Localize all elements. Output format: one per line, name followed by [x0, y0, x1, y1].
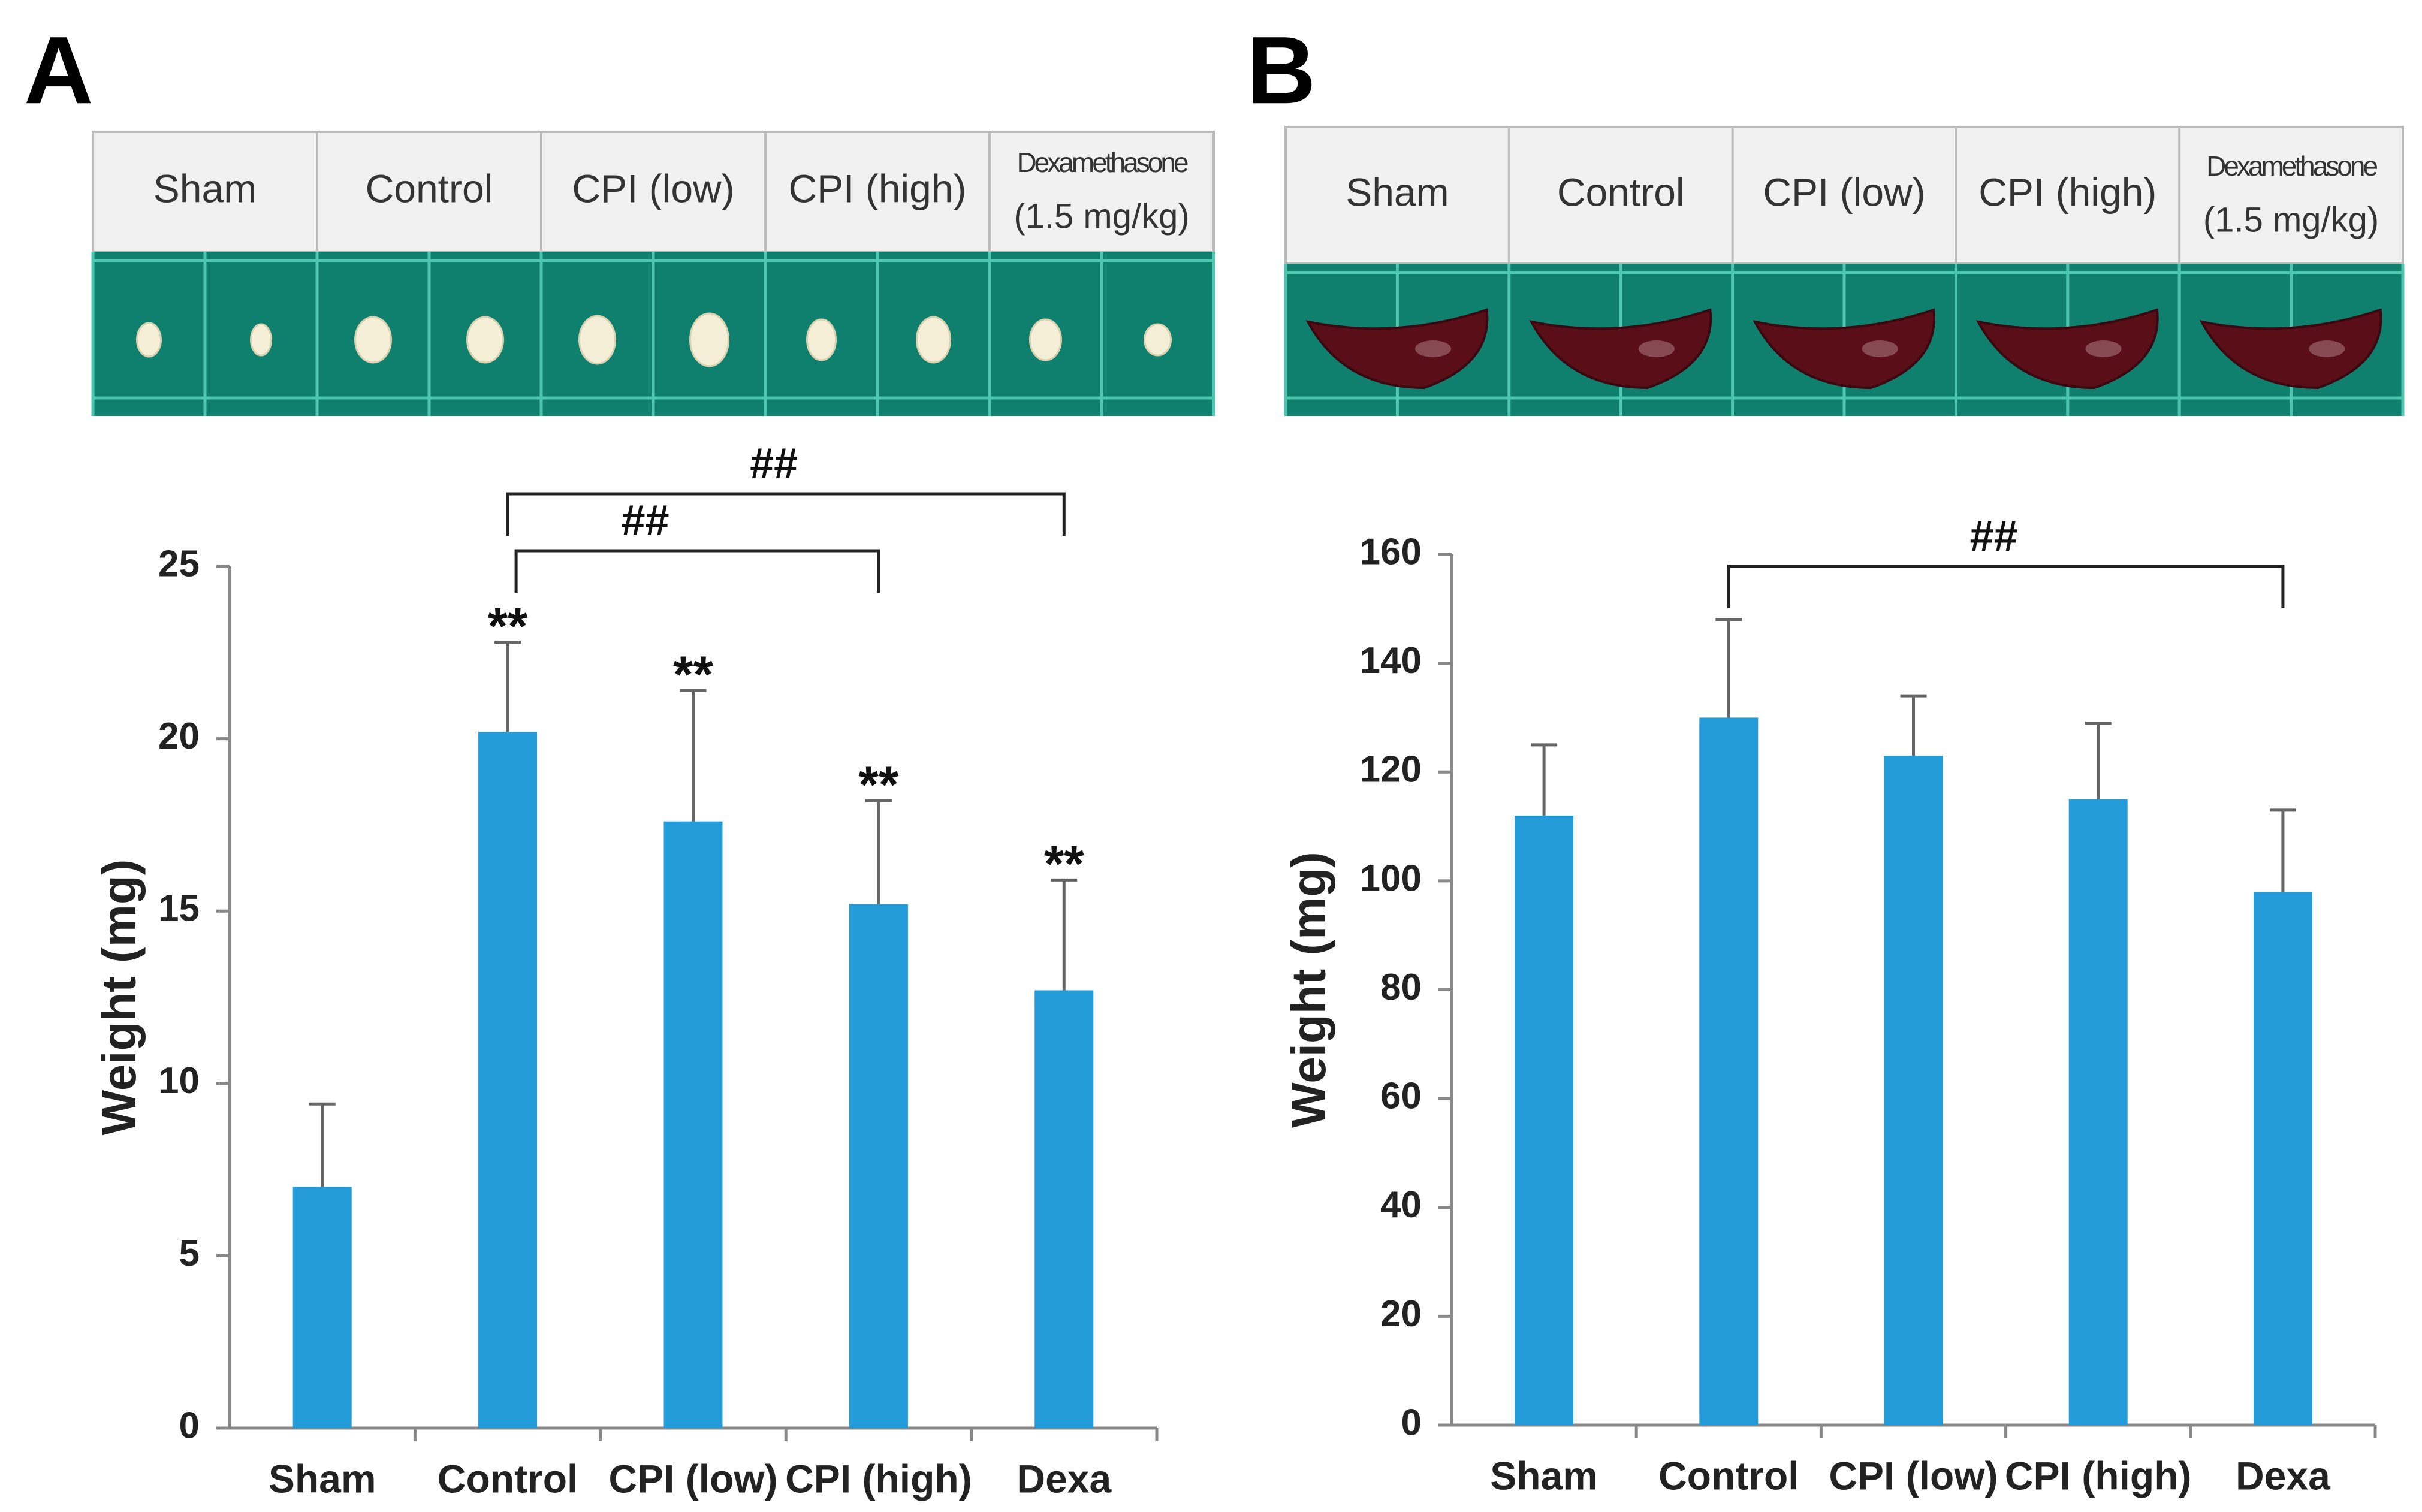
y-tick-label: 25	[158, 543, 200, 584]
panel-label: A	[24, 16, 93, 123]
spleen	[2199, 308, 2382, 390]
x-tick-label: Control	[438, 1456, 578, 1501]
x-tick-label: CPI (low)	[1829, 1453, 1998, 1498]
comparison-label: ##	[1970, 512, 2018, 560]
y-tick-label: 0	[179, 1405, 200, 1446]
comparison-label: ##	[621, 497, 669, 545]
y-tick-label: 100	[1360, 858, 1422, 899]
x-tick-label: Dexa	[2236, 1453, 2331, 1498]
photo-label: Sham	[1346, 170, 1449, 214]
comparison-bracket	[514, 549, 880, 593]
photo-label: Dexamethasone	[1017, 147, 1188, 178]
x-tick-label: Sham	[1490, 1453, 1598, 1498]
significance-mark: **	[488, 597, 528, 655]
error-bar	[1051, 878, 1078, 991]
y-tick-label: 60	[1380, 1076, 1422, 1117]
y-tick-label: 5	[179, 1233, 200, 1274]
error-bar	[2085, 722, 2112, 799]
significance-mark: **	[1044, 835, 1084, 893]
adrenal-gland	[578, 315, 616, 365]
bar	[2253, 892, 2312, 1425]
comparison-bracket	[506, 492, 1066, 536]
error-bar	[309, 1102, 336, 1187]
significance-mark: **	[858, 756, 898, 814]
bar	[1034, 990, 1094, 1428]
adrenal-gland	[689, 312, 729, 367]
spleen-highlight	[1415, 340, 1452, 357]
y-axis-label: Weight (mg)	[92, 859, 146, 1136]
spleen-highlight	[2309, 340, 2345, 357]
adrenal-gland	[916, 316, 951, 364]
bar	[1699, 717, 1759, 1425]
photo-header	[1284, 126, 2404, 265]
bar	[2068, 799, 2128, 1425]
error-bar	[2269, 808, 2296, 892]
y-tick-label: 140	[1360, 640, 1422, 681]
photo-label: (1.5 mg/kg)	[2203, 200, 2379, 239]
y-tick-label: 10	[158, 1060, 200, 1101]
bar	[478, 732, 538, 1428]
photo-label: CPI (high)	[788, 166, 966, 210]
y-tick-label: 120	[1360, 749, 1422, 790]
error-bar	[680, 689, 707, 822]
x-tick-label: CPI (low)	[608, 1456, 777, 1501]
bar	[292, 1187, 352, 1428]
y-tick-label: 20	[1380, 1293, 1422, 1335]
photo-label: Control	[1557, 170, 1685, 214]
error-bar	[865, 799, 892, 904]
spleen	[1529, 308, 1712, 390]
spleen	[1305, 308, 1489, 390]
bar	[663, 821, 723, 1428]
y-tick-label: 160	[1360, 531, 1422, 572]
adrenal-gland	[466, 316, 504, 364]
panel-label: B	[1247, 16, 1316, 123]
photo-label: CPI (low)	[1763, 170, 1925, 214]
error-bar	[1715, 618, 1742, 718]
bar	[1515, 815, 1574, 1425]
x-tick-label: CPI (high)	[785, 1456, 972, 1501]
adrenal-gland	[136, 322, 162, 358]
adrenal-gland	[1029, 318, 1062, 361]
spleen	[1975, 308, 2159, 390]
x-tick-label: Dexa	[1017, 1456, 1112, 1501]
x-tick-label: Control	[1658, 1453, 1799, 1498]
y-tick-label: 40	[1380, 1184, 1422, 1226]
photo-label: CPI (low)	[572, 166, 734, 210]
adrenal-gland	[806, 318, 837, 361]
photo-label: (1.5 mg/kg)	[1014, 197, 1189, 236]
photo-label: Sham	[153, 166, 257, 210]
y-tick-label: 15	[158, 888, 200, 929]
y-tick-label: 20	[158, 716, 200, 757]
y-axis-label: Weight (mg)	[1282, 852, 1335, 1128]
adrenal-gland	[354, 316, 392, 364]
spleen	[1753, 308, 1935, 390]
y-tick-label: 80	[1380, 967, 1422, 1008]
photo-header	[92, 131, 1215, 253]
spleen-highlight	[1638, 340, 1675, 357]
error-bar	[494, 641, 521, 732]
adrenal-gland	[250, 323, 272, 357]
photo-label: Dexamethasone	[2206, 150, 2377, 182]
photo-label: CPI (high)	[1978, 170, 2156, 214]
error-bar	[1531, 743, 1558, 816]
comparison-bracket	[1727, 565, 2285, 608]
y-tick-label: 0	[1401, 1402, 1422, 1443]
x-tick-label: CPI (high)	[2005, 1453, 2192, 1498]
bar	[849, 904, 908, 1428]
adrenal-gland	[1144, 323, 1172, 357]
error-bar	[1900, 694, 1927, 756]
spleen-highlight	[2085, 340, 2122, 357]
spleen-highlight	[1862, 340, 1898, 357]
photo-label: Control	[366, 166, 493, 210]
x-tick-label: Sham	[269, 1456, 376, 1501]
comparison-label: ##	[750, 440, 798, 488]
bar	[1884, 756, 1943, 1425]
significance-mark: **	[673, 646, 713, 704]
